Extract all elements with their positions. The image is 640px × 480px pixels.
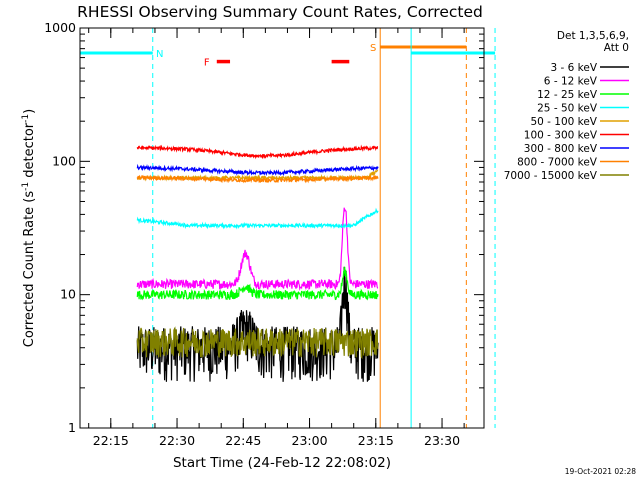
timestamp: 19-Oct-2021 02:28 [565, 467, 636, 476]
legend-label-4: 50 - 100 keV [530, 116, 597, 128]
legend-label-1: 6 - 12 keV [544, 76, 598, 88]
x-tick-label: 22:30 [159, 433, 195, 448]
series-line-1 [136, 207, 379, 291]
plot-frame [79, 27, 485, 429]
flare-label: F [204, 58, 210, 69]
x-tick-label: 22:45 [225, 433, 261, 448]
legend: Det 1,3,5,6,9, Att 0 3 - 6 keV 6 - 12 keV… [504, 30, 629, 182]
segment-label-S: S [370, 43, 376, 54]
y-axis-label: Corrected Count Rate (s-1 detector-1) [21, 109, 37, 347]
series-line-5 [136, 144, 379, 160]
legend-header-line-2: Att 0 [604, 42, 629, 54]
x-tick-label: 23:30 [424, 433, 460, 448]
legend-label-2: 12 - 25 keV [537, 89, 598, 101]
legend-label-3: 25 - 50 keV [537, 103, 598, 115]
legend-label-7: 800 - 7000 keV [517, 157, 598, 169]
x-tick-label: 22:15 [93, 433, 129, 448]
x-tick-label: 23:00 [292, 433, 328, 448]
x-axis-label: Start Time (24-Feb-12 22:08:02) [173, 455, 391, 471]
plot-area: N S F [79, 28, 496, 428]
series-line-3 [136, 207, 379, 230]
series-line-6 [136, 163, 379, 177]
x-tick-label: 23:15 [358, 433, 394, 448]
legend-label-8: 7000 - 15000 keV [504, 170, 598, 182]
y-tick-label: 1 [68, 420, 76, 435]
series-line-8 [136, 326, 379, 360]
chart-title: RHESSI Observing Summary Count Rates, Co… [77, 3, 483, 21]
x-axis: 22:15 22:30 22:45 23:00 23:15 23:30 [88, 28, 465, 448]
legend-header-line-1: Det 1,3,5,6,9, [557, 30, 629, 42]
y-tick-label: 1000 [44, 20, 76, 35]
series-line-7 [136, 174, 379, 184]
series-line-2 [136, 266, 379, 301]
legend-label-0: 3 - 6 keV [550, 62, 597, 74]
y-tick-label: 100 [52, 153, 76, 168]
y-axis: 1 10 100 1000 [44, 20, 484, 435]
y-tick-label: 10 [60, 287, 76, 302]
segment-label-N: N [156, 49, 163, 60]
legend-label-5: 100 - 300 keV [524, 130, 598, 142]
legend-label-6: 300 - 800 keV [524, 143, 598, 155]
